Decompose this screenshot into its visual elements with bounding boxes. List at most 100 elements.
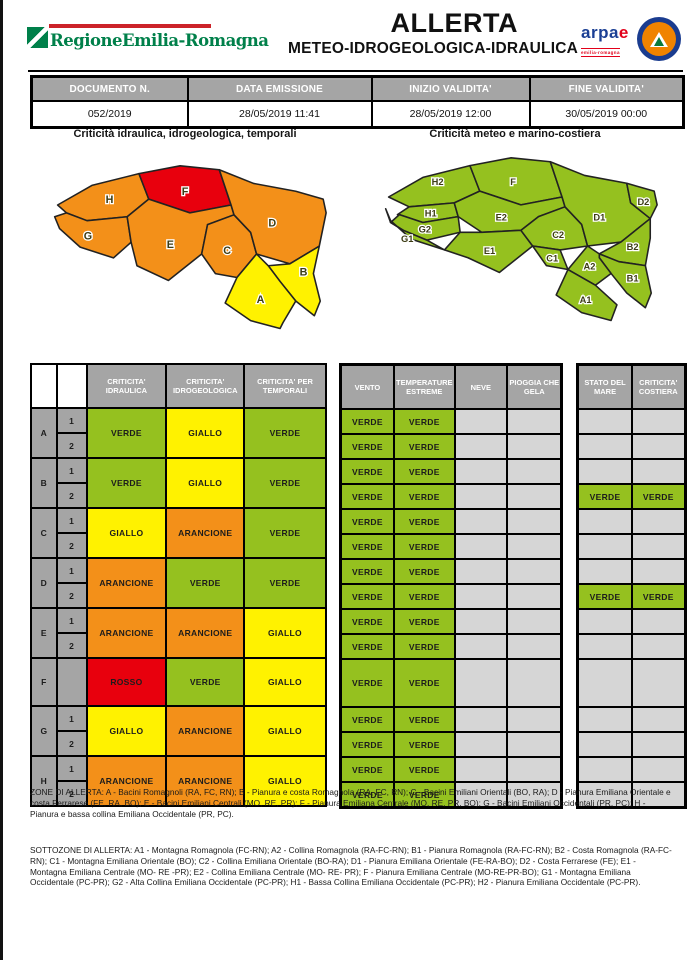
table-row: H 1 ARANCIONE ARANCIONE GIALLO bbox=[30, 755, 327, 807]
map-zone-label: E bbox=[167, 239, 174, 251]
table-row: 2 bbox=[31, 432, 326, 459]
map-criticita-meteo-costiera: H2 H1 G2 G1 F E2 E1 C2 C1 D1 D2 B2 B1 A2… bbox=[384, 157, 658, 322]
document-info-table: DOCUMENTO N. DATA EMISSIONE INIZIO VALID… bbox=[30, 75, 685, 129]
cell-mare-D1 bbox=[576, 558, 633, 585]
table-row: A 1 VERDE GIALLO VERDE bbox=[30, 407, 327, 459]
cell-neve-E1 bbox=[453, 608, 509, 635]
table-row: D 1 ARANCIONE VERDE VERDE bbox=[30, 557, 327, 609]
cell-idraulica-D: ARANCIONE bbox=[85, 557, 168, 609]
cell-temporali-F: GIALLO bbox=[243, 657, 327, 707]
cell-pioggia-C1 bbox=[506, 508, 563, 535]
col-header-stato-mare: STATO DEL MARE bbox=[576, 363, 633, 410]
doc-col-header: FINE VALIDITA' bbox=[528, 75, 685, 102]
cell-temperature-B1: VERDE bbox=[393, 458, 456, 485]
map-zone-label: D bbox=[268, 218, 276, 230]
zone-sub: 2 bbox=[55, 780, 88, 807]
map-subzone-label: C2 bbox=[552, 230, 564, 240]
zone-letter-C: C bbox=[30, 507, 58, 559]
cell-temperature-D2: VERDE bbox=[393, 583, 456, 610]
blank-corner bbox=[55, 363, 88, 409]
mare-table: STATO DEL MARE CRITICITA' COSTIERA VERDE… bbox=[576, 363, 687, 809]
map-zone-G bbox=[53, 212, 132, 259]
table-row bbox=[576, 533, 687, 560]
cell-costiera-H2 bbox=[630, 781, 687, 809]
zone-sub: 1 bbox=[55, 607, 88, 634]
table-row: F ROSSO VERDE GIALLO bbox=[30, 657, 327, 707]
map-zone-label: C bbox=[223, 245, 231, 257]
cell-pioggia-H1 bbox=[506, 756, 563, 783]
table-row: VERDE VERDE bbox=[576, 583, 687, 610]
cell-pioggia-A1 bbox=[506, 408, 563, 435]
zone-letter-A: A bbox=[30, 407, 58, 459]
cell-neve-D1 bbox=[453, 558, 509, 585]
cell-neve-G1 bbox=[453, 706, 509, 733]
map-subzone-label: H2 bbox=[432, 177, 444, 187]
doc-validity-start: 28/05/2019 12:00 bbox=[370, 100, 531, 129]
cell-vento-E2: VERDE bbox=[339, 633, 396, 660]
table-row: VERDE VERDE bbox=[339, 608, 563, 635]
zone-sub: 2 bbox=[55, 432, 88, 459]
cell-pioggia-A2 bbox=[506, 433, 563, 460]
cell-temporali-A: VERDE bbox=[243, 407, 327, 459]
title-allerta: ALLERTA bbox=[390, 8, 518, 38]
cell-costiera-H1 bbox=[630, 756, 687, 783]
cell-mare-C2 bbox=[576, 533, 633, 560]
cell-mare-D2: VERDE bbox=[576, 583, 633, 610]
col-header-neve: NEVE bbox=[453, 363, 509, 410]
cell-vento-D2: VERDE bbox=[339, 583, 396, 610]
cell-costiera-C1 bbox=[630, 508, 687, 535]
cell-vento-H2: VERDE bbox=[339, 781, 396, 809]
table-row: VERDE VERDE bbox=[339, 558, 563, 585]
cell-vento-B2: VERDE bbox=[339, 483, 396, 510]
cell-mare-H1 bbox=[576, 756, 633, 783]
blank-corner bbox=[30, 363, 58, 409]
map-subzone-label: B1 bbox=[627, 273, 639, 283]
cell-idraulica-E: ARANCIONE bbox=[85, 607, 168, 659]
cell-pioggia-E2 bbox=[506, 633, 563, 660]
cell-temporali-G: GIALLO bbox=[243, 705, 327, 757]
zone-sub: 2 bbox=[55, 482, 88, 509]
cell-neve-H1 bbox=[453, 756, 509, 783]
cell-costiera-B1 bbox=[630, 458, 687, 485]
map-subzone-label: D2 bbox=[637, 197, 649, 207]
cell-mare-F bbox=[576, 658, 633, 708]
table-row: 2 bbox=[31, 532, 326, 559]
title-subtitle: METEO-IDROGEOLOGICA-IDRAULICA bbox=[288, 40, 578, 57]
arpae-sub-text: emilia-romagna bbox=[581, 48, 620, 57]
cell-costiera-D2: VERDE bbox=[630, 583, 687, 610]
table-row: VERDE VERDE bbox=[339, 633, 563, 660]
cell-temperature-G2: VERDE bbox=[393, 731, 456, 758]
table-row: VERDE VERDE bbox=[339, 508, 563, 535]
map-subzone-label: F bbox=[510, 177, 516, 187]
map-zone-label: B bbox=[300, 267, 308, 279]
cell-temperature-A1: VERDE bbox=[393, 408, 456, 435]
cell-pioggia-F bbox=[506, 658, 563, 708]
alert-table-section: CRITICITA' IDRAULICA CRITICITA' IDROGEOL… bbox=[30, 363, 687, 809]
cell-temperature-G1: VERDE bbox=[393, 706, 456, 733]
table-row: VERDE VERDE bbox=[339, 731, 563, 758]
cell-pioggia-G2 bbox=[506, 731, 563, 758]
table-row: 2 bbox=[31, 632, 326, 659]
table-row: G 1 GIALLO ARANCIONE GIALLO bbox=[30, 705, 327, 757]
map-subzone-label: A1 bbox=[580, 295, 592, 305]
cell-mare-A2 bbox=[576, 433, 633, 460]
doc-validity-end: 30/05/2019 00:00 bbox=[528, 100, 685, 129]
table-row bbox=[576, 458, 687, 485]
table-row bbox=[576, 508, 687, 535]
cell-idrogeologica-D: VERDE bbox=[165, 557, 246, 609]
arpae-word-blue: arpa bbox=[581, 23, 619, 42]
col-header-criticita-idrogeologica: CRITICITA' IDROGEOLOGICA bbox=[165, 363, 246, 409]
cell-idraulica-C: GIALLO bbox=[85, 507, 168, 559]
cell-neve-C1 bbox=[453, 508, 509, 535]
zone-letter-G: G bbox=[30, 705, 58, 757]
cell-neve-F bbox=[453, 658, 509, 708]
cell-idraulica-B: VERDE bbox=[85, 457, 168, 509]
cell-idrogeologica-F: VERDE bbox=[165, 657, 246, 707]
cell-idrogeologica-C: ARANCIONE bbox=[165, 507, 246, 559]
cell-vento-C2: VERDE bbox=[339, 533, 396, 560]
cell-mare-B1 bbox=[576, 458, 633, 485]
cell-pioggia-B1 bbox=[506, 458, 563, 485]
table-row: VERDE VERDE bbox=[339, 408, 563, 435]
col-header-criticita-temporali: CRITICITA' PER TEMPORALI bbox=[243, 363, 327, 409]
header-rule bbox=[28, 70, 683, 72]
